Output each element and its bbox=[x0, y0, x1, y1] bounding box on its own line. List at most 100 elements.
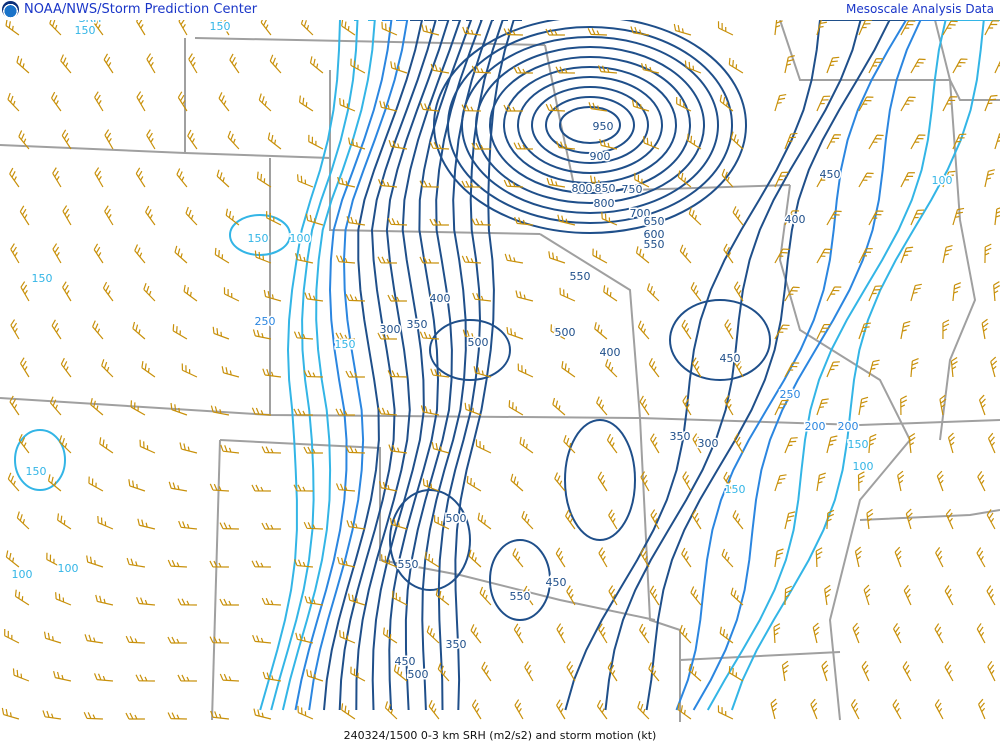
wind-barb bbox=[419, 180, 439, 188]
wind-barb bbox=[781, 660, 789, 682]
wind-barb bbox=[976, 623, 986, 644]
wind-barb bbox=[868, 433, 877, 454]
srh-contour bbox=[389, 489, 472, 591]
wind-barb bbox=[934, 699, 944, 720]
wind-barb bbox=[136, 597, 156, 606]
wind-barb bbox=[774, 248, 790, 264]
wind-barb bbox=[728, 57, 744, 74]
wind-barb bbox=[900, 172, 915, 188]
wind-barb bbox=[784, 511, 796, 530]
wind-barb bbox=[136, 91, 146, 112]
wind-barb bbox=[141, 361, 156, 378]
wind-barb bbox=[641, 63, 660, 74]
wind-barb bbox=[816, 323, 831, 340]
wind-barb bbox=[304, 292, 324, 302]
wind-barb bbox=[598, 547, 608, 568]
contour-label: 250 bbox=[255, 315, 276, 328]
wind-barb bbox=[645, 209, 660, 226]
wind-barb bbox=[209, 636, 229, 644]
srh-contour bbox=[281, 20, 376, 711]
wind-barb bbox=[84, 634, 104, 644]
wind-barb bbox=[335, 483, 355, 492]
wind-barb bbox=[335, 408, 355, 416]
wind-barb bbox=[187, 129, 198, 150]
wind-barb bbox=[9, 167, 20, 188]
wind-barb bbox=[303, 370, 323, 378]
wind-barb bbox=[339, 630, 356, 644]
wind-barb bbox=[894, 546, 902, 568]
wind-barb bbox=[868, 58, 883, 74]
wind-barb bbox=[139, 439, 156, 454]
wind-barb bbox=[599, 138, 618, 150]
wind-barb bbox=[52, 243, 62, 264]
wind-barb bbox=[471, 65, 491, 74]
wind-barb bbox=[812, 622, 820, 644]
wind-barb bbox=[88, 476, 104, 492]
wind-barb bbox=[258, 93, 272, 112]
wind-barb bbox=[868, 134, 884, 150]
wind-barb bbox=[952, 58, 968, 74]
srh-contour bbox=[404, 20, 483, 711]
wind-barb bbox=[910, 134, 926, 150]
wind-barb bbox=[378, 481, 398, 492]
wind-barb bbox=[555, 547, 566, 568]
wind-barb bbox=[267, 132, 282, 150]
wind-barb bbox=[262, 368, 282, 378]
title-right: Mesoscale Analysis Data bbox=[846, 2, 994, 16]
wind-barb bbox=[508, 400, 524, 416]
wind-barb bbox=[94, 167, 104, 188]
wind-barb bbox=[5, 550, 20, 568]
wind-barb bbox=[546, 177, 566, 188]
wind-barb bbox=[462, 26, 482, 36]
wind-barb bbox=[724, 319, 734, 340]
contour-label: 450 bbox=[546, 576, 567, 589]
wind-barb bbox=[596, 699, 608, 720]
wind-barb bbox=[902, 661, 912, 682]
wind-barb bbox=[976, 547, 986, 568]
wind-barb bbox=[605, 359, 618, 378]
wind-barb bbox=[94, 91, 104, 112]
wind-barb bbox=[221, 366, 240, 378]
contour-label: 100 bbox=[290, 232, 311, 245]
wind-barb bbox=[304, 595, 324, 606]
srh-contour bbox=[355, 20, 450, 711]
wind-barb bbox=[590, 175, 608, 188]
wind-barb bbox=[677, 170, 692, 188]
contour-label: 300 bbox=[698, 437, 719, 450]
wind-barb bbox=[346, 520, 366, 530]
wind-barb bbox=[471, 699, 482, 720]
wind-barb bbox=[684, 60, 702, 74]
footer: 240324/1500 0-3 km SRH (m2/s2) and storm… bbox=[0, 722, 1000, 750]
wind-barb bbox=[464, 402, 482, 416]
wind-barb bbox=[686, 133, 702, 150]
wind-barb bbox=[984, 94, 998, 112]
wind-barb bbox=[136, 20, 146, 36]
wind-barb bbox=[784, 132, 798, 150]
wind-barb bbox=[784, 55, 795, 74]
wind-barb bbox=[646, 283, 660, 302]
wind-barb bbox=[944, 661, 954, 682]
contour-label: 700 bbox=[630, 207, 651, 220]
wind-barb bbox=[984, 169, 995, 188]
contour-label: 550 bbox=[398, 558, 419, 571]
wind-barb bbox=[335, 255, 355, 264]
wind-barb bbox=[519, 436, 534, 454]
wind-barb bbox=[300, 20, 314, 36]
wind-barb bbox=[863, 584, 871, 606]
wind-barb bbox=[826, 286, 842, 302]
wind-barb bbox=[430, 368, 450, 378]
wind-barb bbox=[183, 284, 198, 302]
wind-barb bbox=[7, 472, 20, 492]
wind-barb bbox=[545, 28, 565, 36]
wind-barb bbox=[643, 136, 660, 150]
contour-label: 350 bbox=[407, 318, 428, 331]
wind-barb bbox=[378, 179, 398, 188]
wind-barb bbox=[125, 635, 145, 644]
wind-barb bbox=[681, 547, 692, 568]
wind-barb bbox=[900, 246, 914, 264]
wind-barb bbox=[717, 21, 734, 36]
wind-barb bbox=[61, 129, 72, 150]
wind-barb bbox=[7, 92, 20, 112]
wind-barb bbox=[420, 102, 440, 112]
